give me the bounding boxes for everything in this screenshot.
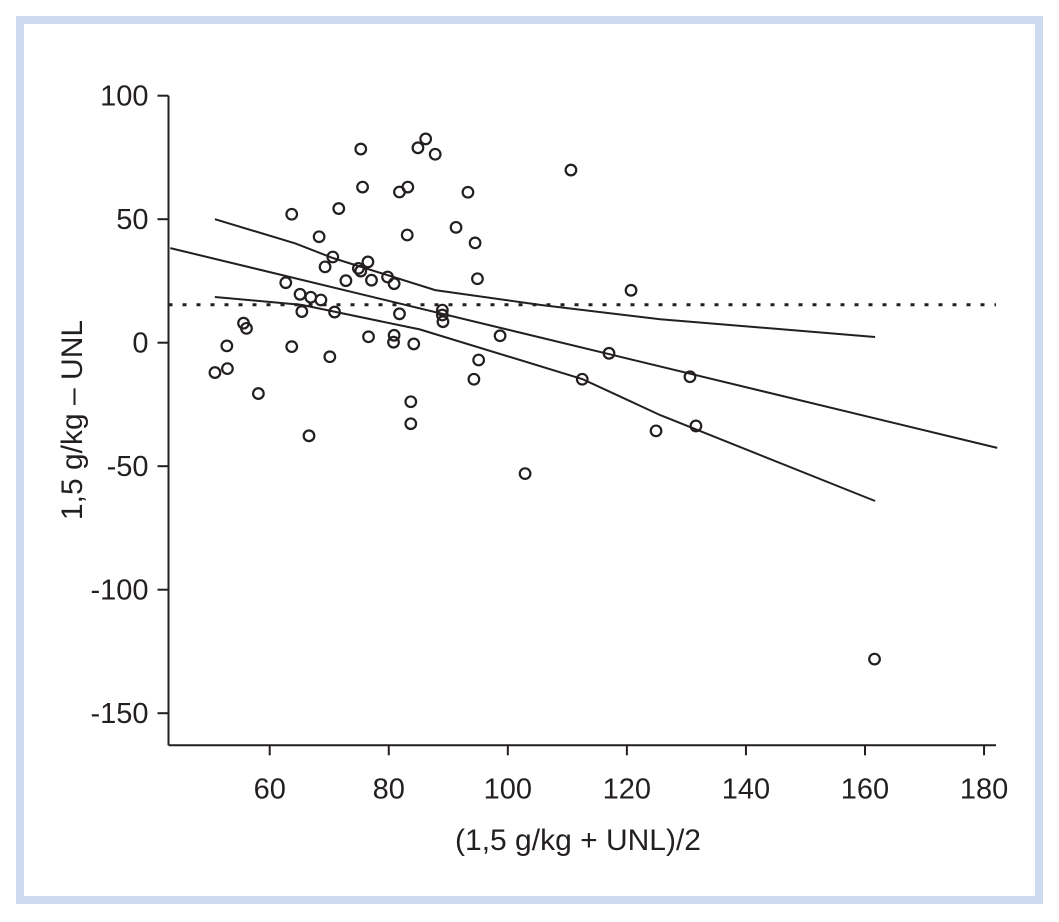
data-point: [468, 236, 482, 250]
data-point: [387, 335, 400, 349]
data-point: [472, 353, 486, 367]
x-tick-label: 80: [373, 773, 405, 805]
axes: 60 80 100 120 140 160 180 100 50 0 -50 -100 -150: [90, 81, 1008, 806]
data-point: [312, 230, 326, 244]
data-point: [404, 417, 418, 431]
data-point: [419, 132, 433, 146]
regression-line: [170, 247, 998, 449]
data-point: [295, 305, 309, 318]
data-point: [436, 315, 450, 329]
y-tick-label: -50: [107, 451, 149, 483]
data-point: [518, 467, 532, 481]
data-point: [602, 346, 616, 360]
y-tick-label: 100: [100, 81, 148, 113]
figure-frame: [16, 16, 1043, 904]
data-point: [411, 141, 425, 155]
data-point: [381, 270, 394, 284]
data-point: [471, 272, 484, 286]
points-layer: [208, 132, 881, 666]
data-point: [302, 429, 316, 443]
data-point: [404, 395, 418, 409]
data-point: [361, 255, 375, 269]
data-point: [328, 305, 341, 319]
data-point: [400, 228, 414, 242]
data-point: [387, 328, 401, 342]
data-point: [407, 337, 421, 351]
x-tick-label: 140: [722, 773, 770, 805]
data-point: [318, 260, 332, 274]
x-axis-title: (1,5 g/kg + UNL)/2: [455, 824, 701, 857]
y-tick-label: -150: [90, 698, 148, 730]
data-point: [351, 261, 365, 275]
data-point: [575, 372, 589, 386]
x-tick-label: 160: [841, 773, 889, 805]
data-point: [339, 274, 353, 288]
data-point: [356, 180, 369, 194]
data-point: [868, 652, 881, 666]
data-point: [387, 277, 401, 291]
data-point: [564, 163, 578, 177]
data-point: [624, 283, 638, 297]
data-point: [689, 419, 703, 433]
y-axis-title: 1,5 g/kg – UNL: [56, 320, 89, 520]
data-point: [208, 366, 222, 379]
data-point: [323, 350, 337, 364]
data-point: [435, 308, 449, 322]
data-point: [314, 293, 328, 307]
y-tick-label: 50: [116, 204, 148, 236]
data-point: [285, 340, 299, 354]
data-point: [467, 372, 481, 386]
data-point: [428, 147, 442, 161]
data-point: [220, 339, 234, 353]
data-point: [251, 387, 265, 400]
data-point: [221, 362, 234, 376]
data-point: [683, 370, 697, 384]
data-point: [354, 264, 368, 278]
data-point: [240, 321, 253, 335]
upper-limit-line: [214, 218, 876, 338]
data-point: [332, 202, 346, 215]
data-point: [279, 276, 293, 290]
lines-layer: [168, 218, 998, 502]
x-tick-label: 180: [960, 773, 1008, 805]
x-tick-label: 60: [254, 773, 286, 805]
data-point: [393, 307, 406, 321]
data-point: [326, 250, 340, 264]
data-point: [354, 142, 368, 156]
data-point: [365, 273, 378, 287]
data-point: [362, 330, 375, 344]
data-point: [461, 185, 475, 199]
data-point: [493, 329, 507, 343]
data-point: [649, 424, 663, 438]
lower-limit-line: [214, 296, 876, 502]
x-tick-label: 100: [484, 773, 532, 805]
x-tick-label: 120: [603, 773, 651, 805]
data-point: [304, 290, 318, 304]
data-point: [293, 287, 307, 301]
y-tick-label: 0: [132, 328, 148, 360]
data-point: [393, 185, 406, 199]
y-tick-label: -100: [90, 575, 148, 607]
data-point: [449, 220, 463, 234]
data-point: [285, 207, 299, 221]
